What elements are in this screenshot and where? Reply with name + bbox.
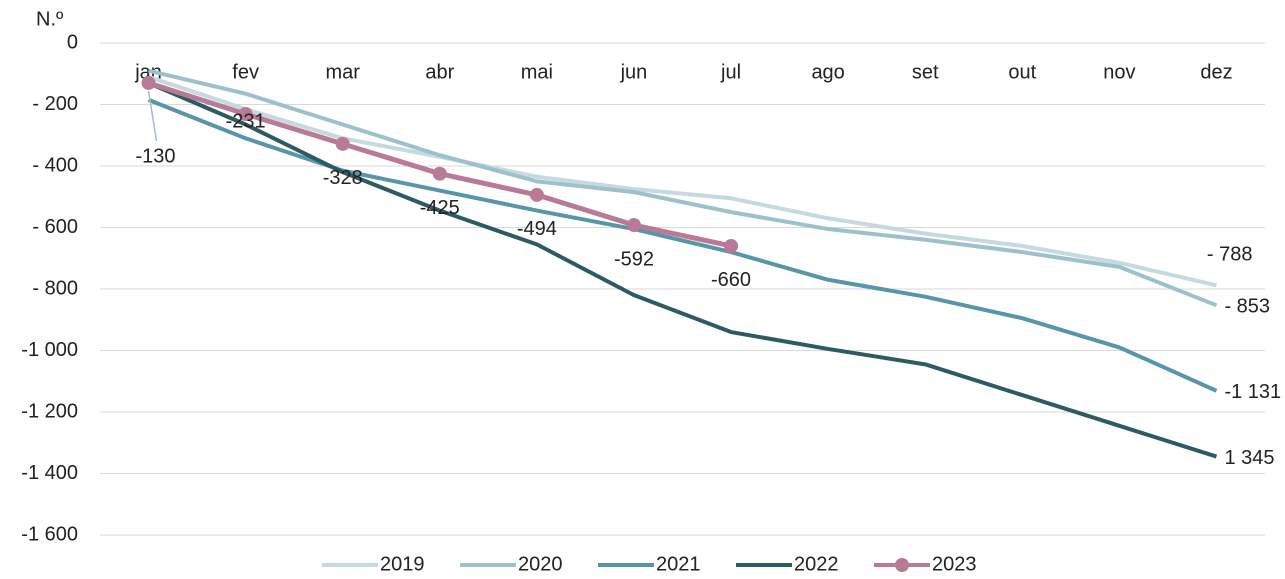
data-label: -130	[136, 145, 176, 167]
legend-label: 2020	[518, 553, 563, 574]
y-tick-label: -1 200	[21, 400, 78, 422]
x-tick-label: nov	[1103, 61, 1135, 83]
x-tick-label: dez	[1200, 61, 1232, 83]
data-label: -328	[323, 167, 363, 189]
y-tick-label: - 800	[32, 277, 78, 299]
y-tick-label: -1 000	[21, 339, 78, 361]
x-tick-label: fev	[232, 61, 259, 83]
x-tick-label: mar	[325, 61, 360, 83]
point-marker	[529, 187, 544, 202]
y-tick-label: - 200	[32, 93, 78, 115]
data-label: -494	[517, 218, 557, 240]
point-marker	[238, 107, 253, 122]
x-tick-label: jun	[620, 61, 648, 83]
y-tick-label: - 400	[32, 154, 78, 176]
y-tick-label: -1 600	[21, 523, 78, 545]
legend-marker	[895, 558, 909, 572]
x-tick-label: mai	[521, 61, 553, 83]
series-line	[148, 68, 1218, 308]
y-tick-label: - 600	[32, 216, 78, 238]
legend-label: 2022	[794, 553, 839, 574]
data-label: -1 131	[1224, 381, 1281, 403]
x-tick-label: abr	[425, 61, 454, 83]
data-label: -660	[711, 269, 751, 291]
y-axis-label: N.º	[36, 8, 64, 30]
leader-line	[147, 90, 158, 142]
series-line	[147, 98, 1218, 393]
point-marker	[724, 238, 739, 253]
x-tick-label: jul	[720, 61, 741, 83]
legend-label: 2023	[932, 553, 977, 574]
point-marker	[335, 136, 350, 151]
data-label: 1 345	[1224, 447, 1274, 469]
data-label: -592	[614, 248, 654, 270]
x-tick-label: ago	[811, 61, 844, 83]
point-marker	[626, 218, 641, 233]
data-label: -425	[420, 197, 460, 219]
x-tick-label: set	[912, 61, 939, 83]
series-line	[147, 81, 1218, 459]
series-line	[147, 74, 1217, 288]
point-marker	[432, 166, 447, 181]
x-tick-label: out	[1008, 61, 1036, 83]
point-marker	[141, 75, 156, 90]
y-tick-label: -1 400	[21, 462, 78, 484]
y-tick-label: 0	[67, 31, 78, 53]
data-label: - 853	[1224, 296, 1270, 318]
data-label: - 788	[1207, 244, 1253, 266]
legend-label: 2019	[380, 553, 425, 574]
data-label: -231	[226, 110, 266, 132]
legend-label: 2021	[656, 553, 701, 574]
